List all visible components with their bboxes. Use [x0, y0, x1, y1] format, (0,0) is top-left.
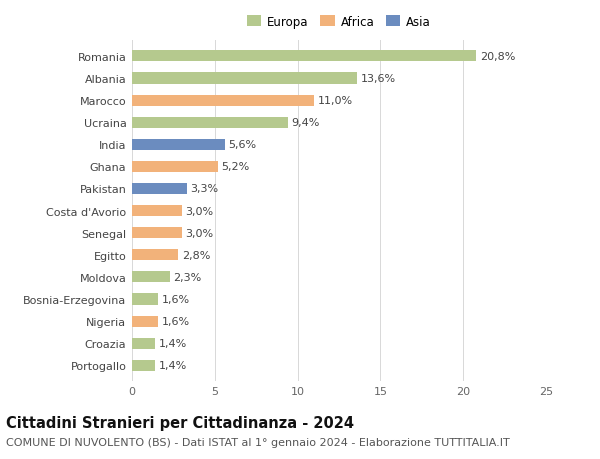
Text: 1,4%: 1,4% — [158, 338, 187, 348]
Text: 5,6%: 5,6% — [228, 140, 256, 150]
Text: Cittadini Stranieri per Cittadinanza - 2024: Cittadini Stranieri per Cittadinanza - 2… — [6, 415, 354, 431]
Bar — [132, 206, 182, 217]
Bar — [132, 140, 225, 151]
Text: 11,0%: 11,0% — [317, 96, 353, 106]
Text: 1,6%: 1,6% — [162, 294, 190, 304]
Text: 3,0%: 3,0% — [185, 206, 213, 216]
Bar — [132, 294, 158, 305]
Bar — [132, 95, 314, 106]
Bar — [132, 73, 357, 84]
Bar — [132, 228, 182, 239]
Bar — [132, 338, 155, 349]
Bar — [132, 184, 187, 195]
Text: 1,6%: 1,6% — [162, 316, 190, 326]
Bar — [132, 162, 218, 173]
Bar — [132, 51, 476, 62]
Legend: Europa, Africa, Asia: Europa, Africa, Asia — [245, 13, 433, 31]
Text: 1,4%: 1,4% — [158, 360, 187, 370]
Bar — [132, 250, 178, 261]
Text: 3,3%: 3,3% — [190, 184, 218, 194]
Text: 3,0%: 3,0% — [185, 228, 213, 238]
Text: 5,2%: 5,2% — [221, 162, 250, 172]
Text: 2,3%: 2,3% — [173, 272, 202, 282]
Text: 9,4%: 9,4% — [291, 118, 319, 128]
Bar — [132, 118, 287, 129]
Bar — [132, 360, 155, 371]
Text: COMUNE DI NUVOLENTO (BS) - Dati ISTAT al 1° gennaio 2024 - Elaborazione TUTTITAL: COMUNE DI NUVOLENTO (BS) - Dati ISTAT al… — [6, 437, 510, 447]
Text: 20,8%: 20,8% — [480, 52, 515, 62]
Bar — [132, 272, 170, 283]
Bar — [132, 316, 158, 327]
Text: 13,6%: 13,6% — [361, 74, 395, 84]
Text: 2,8%: 2,8% — [182, 250, 210, 260]
